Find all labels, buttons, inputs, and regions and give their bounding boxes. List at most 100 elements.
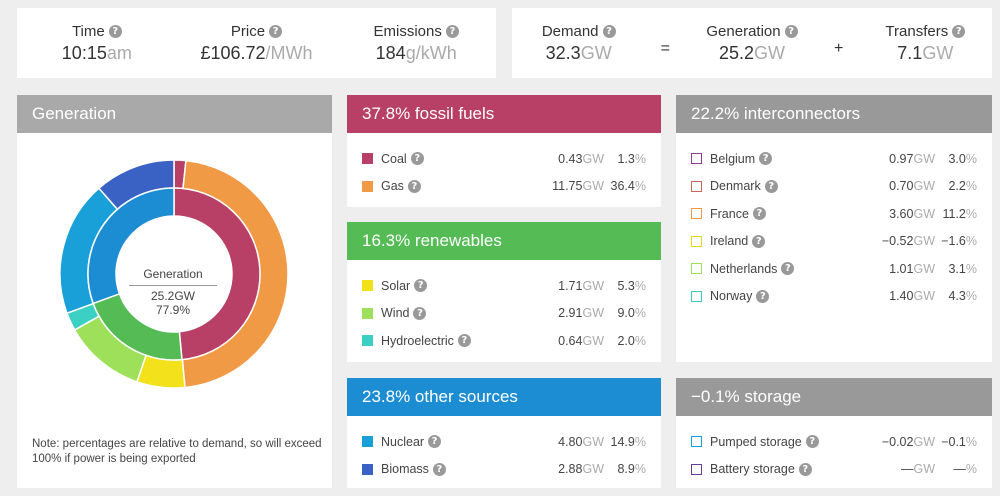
source-label: Netherlands	[710, 261, 778, 276]
help-icon[interactable]: ?	[752, 207, 766, 221]
source-pct-value: 1.3	[617, 151, 635, 166]
legend-swatch	[691, 208, 702, 220]
source-gw-value: 2.88	[558, 462, 583, 477]
source-gw-value: 0.97	[889, 151, 914, 166]
source-pct-unit: %	[965, 151, 977, 166]
source-pct: —%	[935, 462, 977, 476]
help-icon[interactable]: ?	[407, 179, 421, 193]
legend-swatch	[691, 180, 702, 192]
help-icon[interactable]: ?	[108, 24, 122, 38]
help-icon[interactable]: ?	[784, 24, 798, 38]
source-row-netherlands: Netherlands? 1.01GW 3.1%	[676, 255, 992, 283]
source-pct-unit: %	[634, 462, 646, 477]
source-gw: 0.43GW	[524, 152, 604, 166]
other-panel-title: 23.8% other sources	[347, 378, 661, 416]
source-label: Solar	[381, 278, 411, 293]
percentage-note: Note: percentages are relative to demand…	[32, 438, 322, 465]
generation-unit: GW	[754, 42, 786, 63]
source-row-battery-storage: Battery storage? —GW —%	[676, 456, 992, 484]
source-gw-value: −0.02	[881, 434, 914, 449]
source-pct-value: 36.4	[610, 179, 635, 194]
legend-swatch	[362, 335, 373, 347]
source-pct-value: —	[953, 462, 966, 477]
help-icon[interactable]: ?	[759, 152, 773, 166]
help-icon[interactable]: ?	[432, 462, 446, 476]
help-icon[interactable]: ?	[269, 24, 283, 38]
donut-inner-slice-fossil-fuels[interactable]	[173, 187, 261, 361]
source-name: Norway?	[710, 289, 855, 303]
generation-panel: Generation Generation 25.2GW 77.9% Note:…	[17, 95, 332, 488]
help-icon[interactable]: ?	[413, 306, 427, 320]
other-sources-panel: 23.8% other sources Nuclear? 4.80GW 14.9% Bi…	[347, 378, 661, 488]
source-pct: 9.0%	[604, 306, 646, 320]
source-pct: 2.2%	[935, 179, 977, 193]
help-icon[interactable]: ?	[414, 279, 428, 293]
source-pct-unit: %	[634, 151, 646, 166]
generation-stat: Generation? 25.2GW	[685, 23, 818, 64]
source-row-denmark: Denmark? 0.70GW 2.2%	[676, 173, 992, 201]
help-icon[interactable]: ?	[428, 435, 442, 449]
source-pct-value: −0.1	[941, 434, 966, 449]
help-icon[interactable]: ?	[781, 262, 795, 276]
source-label: Coal	[381, 151, 407, 166]
help-icon[interactable]: ?	[457, 334, 471, 348]
source-gw: 4.80GW	[524, 435, 604, 449]
source-label: Gas	[381, 179, 404, 194]
source-gw-value: 1.71	[558, 278, 583, 293]
source-label: Hydroelectric	[381, 333, 454, 348]
source-name: Netherlands?	[710, 262, 855, 276]
help-icon[interactable]: ?	[952, 24, 966, 38]
source-name: France?	[710, 207, 855, 221]
help-icon[interactable]: ?	[756, 289, 770, 303]
source-name: Battery storage?	[710, 462, 855, 476]
source-name: Nuclear?	[381, 435, 524, 449]
legend-swatch	[362, 307, 373, 319]
source-row-belgium: Belgium? 0.97GW 3.0%	[676, 145, 992, 173]
storage-rows: Pumped storage? −0.02GW −0.1% Battery stora…	[676, 416, 992, 483]
source-pct-value: 5.3	[617, 278, 635, 293]
source-gw-value: 4.80	[558, 434, 583, 449]
source-name: Biomass?	[381, 462, 524, 476]
help-icon[interactable]: ?	[602, 24, 616, 38]
summary-card-right: Demand? 32.3GW = Generation? 25.2GW + Tr…	[512, 8, 992, 78]
source-pct-unit: %	[965, 261, 977, 276]
demand-unit: GW	[580, 42, 612, 63]
source-row-norway: Norway? 1.40GW 4.3%	[676, 283, 992, 311]
source-gw-unit: GW	[582, 179, 604, 194]
source-pct-value: 4.3	[948, 289, 966, 304]
demand-stat: Demand? 32.3GW	[512, 23, 645, 64]
help-icon[interactable]: ?	[805, 435, 819, 449]
source-pct-value: 11.2	[942, 206, 966, 221]
legend-swatch	[691, 153, 702, 165]
demand-value: 32.3	[545, 42, 581, 63]
source-row-hydroelectric: Hydroelectric? 0.64GW 2.0%	[347, 327, 661, 355]
source-label: Wind	[381, 306, 410, 321]
source-pct-value: 3.1	[948, 261, 966, 276]
time-stat: Time? 10:15am	[17, 23, 177, 64]
help-icon[interactable]: ?	[445, 24, 459, 38]
source-pct-value: 2.2	[948, 179, 966, 194]
generation-panel-title: Generation	[17, 95, 332, 133]
source-gw-value: 11.75	[552, 179, 583, 194]
source-gw-unit: GW	[582, 151, 604, 166]
help-icon[interactable]: ?	[752, 234, 766, 248]
price-stat: Price? £106.72/MWh	[177, 23, 337, 64]
help-icon[interactable]: ?	[764, 179, 778, 193]
fossil-fuels-panel: 37.8% fossil fuels Coal? 0.43GW 1.3% Gas? 11.…	[347, 95, 661, 207]
source-pct-unit: %	[634, 333, 646, 348]
source-label: Norway	[710, 289, 753, 304]
source-gw-unit: GW	[913, 434, 935, 449]
source-name: Denmark?	[710, 179, 855, 193]
donut-inner-slice-other-sources[interactable]	[87, 187, 175, 305]
interconnectors-panel: 22.2% interconnectors Belgium? 0.97GW 3.0% D…	[676, 95, 992, 362]
plus-sign: +	[833, 40, 844, 57]
fossil-rows: Coal? 0.43GW 1.3% Gas? 11.75GW 36.4%	[347, 133, 661, 200]
source-pct-value: 9.0	[617, 306, 635, 321]
help-icon[interactable]: ?	[798, 462, 812, 476]
source-row-biomass: Biomass? 2.88GW 8.9%	[347, 456, 661, 484]
legend-swatch	[362, 280, 373, 292]
source-pct-value: 14.9	[610, 434, 635, 449]
help-icon[interactable]: ?	[410, 152, 424, 166]
source-name: Coal?	[381, 152, 524, 166]
source-gw-value: —	[900, 462, 914, 477]
